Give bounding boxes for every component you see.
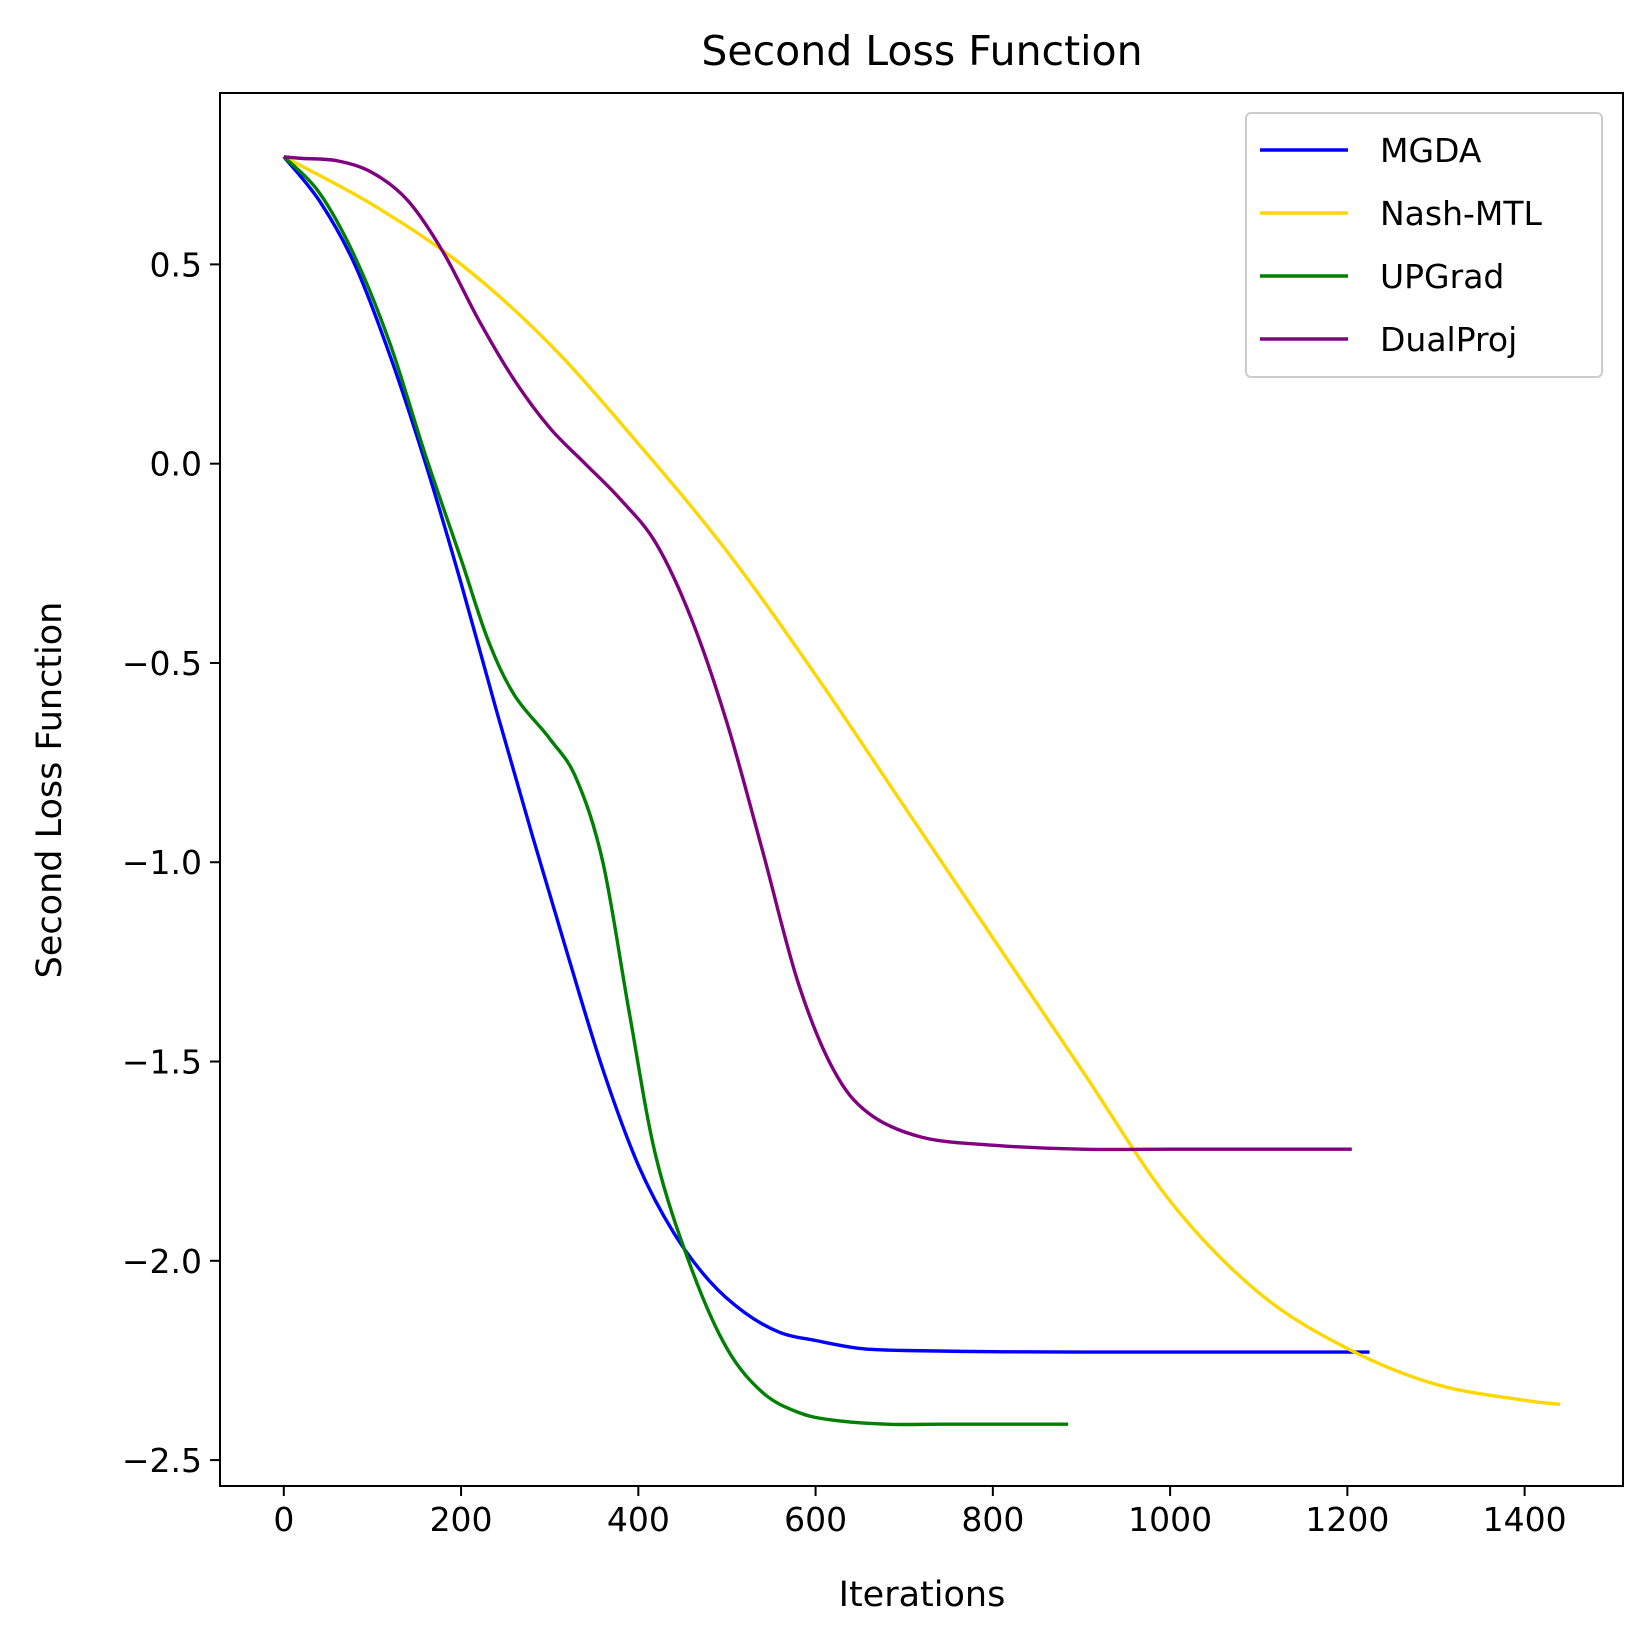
- x-tick-label: 0: [273, 1500, 294, 1539]
- x-tick-label: 400: [607, 1500, 670, 1539]
- series-line-upgrad: [282, 155, 1069, 1427]
- x-tick-label: 1400: [1483, 1500, 1567, 1539]
- y-tick-label: −1.5: [122, 1043, 202, 1082]
- y-tick-label: 0.0: [150, 445, 202, 484]
- y-tick-label: −1.0: [122, 843, 202, 882]
- legend: MGDA Nash-MTL UPGrad DualProj: [1245, 112, 1603, 378]
- x-tick-label: 600: [784, 1500, 847, 1539]
- x-tick-label: 1200: [1305, 1500, 1389, 1539]
- series-line-nash-mtl: [283, 155, 1561, 1406]
- series-line-dualproj: [283, 155, 1352, 1152]
- y-axis-title: Second Loss Function: [30, 602, 70, 979]
- legend-label: Nash-MTL: [1380, 194, 1543, 233]
- chart-title: Second Loss Function: [701, 27, 1142, 75]
- y-tick-label: 0.5: [150, 245, 202, 284]
- x-axis-title: Iterations: [839, 1575, 1006, 1615]
- x-axis: 0 200 400 600 800 1000 1200 1400: [273, 1486, 1567, 1539]
- legend-label: UPGrad: [1380, 257, 1504, 296]
- y-tick-label: −0.5: [122, 644, 202, 683]
- legend-label: MGDA: [1380, 131, 1482, 170]
- legend-label: DualProj: [1380, 320, 1517, 359]
- y-tick-label: −2.5: [122, 1441, 202, 1480]
- x-tick-label: 800: [961, 1500, 1024, 1539]
- y-tick-label: −2.0: [122, 1242, 202, 1281]
- legend-box: [1245, 112, 1603, 378]
- y-axis: 0.5 0.0 −0.5 −1.0 −1.5 −2.0 −2.5: [122, 245, 220, 1480]
- plot-frame: [219, 92, 1624, 1487]
- plot-lines: [282, 155, 1561, 1427]
- x-tick-label: 200: [430, 1500, 493, 1539]
- series-line-mgda: [282, 155, 1370, 1354]
- x-tick-label: 1000: [1128, 1500, 1212, 1539]
